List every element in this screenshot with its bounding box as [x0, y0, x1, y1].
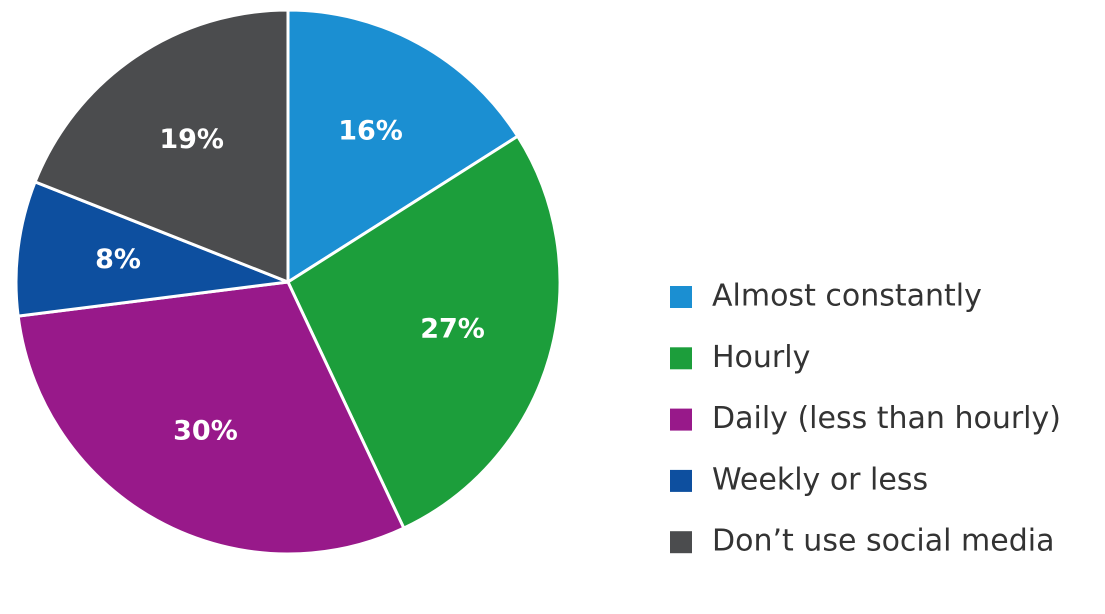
legend-label: Daily (less than hourly): [712, 401, 1061, 436]
pie-slice: [16, 280, 406, 556]
data-label: 19%: [159, 124, 224, 155]
pie-slice: [14, 179, 289, 318]
legend-swatch: [670, 469, 692, 492]
data-label: 30%: [173, 416, 238, 447]
pie-slice: [286, 8, 520, 285]
data-label: 16%: [338, 115, 403, 146]
legend-swatch: [670, 286, 692, 308]
data-label: 27%: [420, 313, 485, 344]
legend-label: Don’t use social media: [712, 524, 1054, 559]
legend-swatch: [670, 531, 692, 554]
pie-slice: [33, 8, 290, 285]
legend-label: Weekly or less: [712, 462, 928, 497]
legend-swatch: [670, 347, 692, 370]
data-label: 8%: [95, 244, 141, 275]
legend-label: Hourly: [712, 340, 810, 375]
legend-label: Almost constantly: [712, 279, 982, 314]
pie-slice: [286, 134, 562, 531]
legend-swatch: [670, 408, 692, 431]
